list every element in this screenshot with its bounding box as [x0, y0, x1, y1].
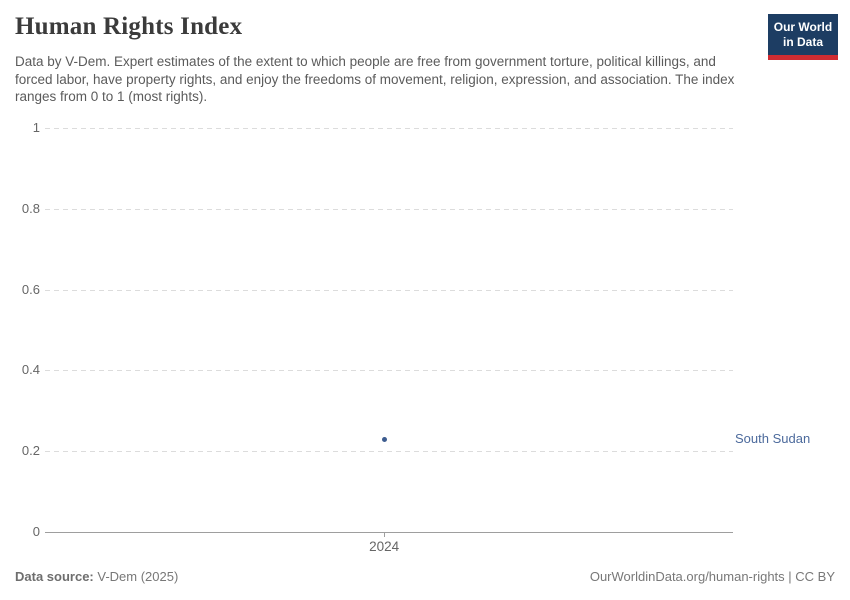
data-point[interactable] — [381, 436, 387, 442]
plot-area: 0 0.2 0.4 0.6 0.8 1 2024 South Sudan — [22, 120, 810, 554]
credit-link[interactable]: OurWorldinData.org/human-rights | CC BY — [589, 569, 835, 584]
y-tick-label: 1 — [32, 120, 40, 135]
owid-logo-line2: in Data — [782, 35, 823, 49]
y-tick-label: 0.8 — [21, 200, 40, 216]
y-gridline — [45, 289, 733, 291]
y-gridline — [45, 451, 733, 453]
y-gridline — [45, 370, 733, 372]
x-tick-label: 2024 — [369, 539, 400, 554]
owid-logo[interactable]: Our World in Data — [768, 14, 838, 60]
data-source-label: Data source: — [15, 569, 94, 584]
y-gridline — [45, 128, 733, 129]
y-tick-label: 0.6 — [21, 281, 40, 297]
y-tick-label: 0.4 — [21, 362, 40, 378]
data-source-value: V-Dem (2025) — [93, 569, 179, 584]
page-title: Human Rights Index — [15, 13, 243, 40]
x-axis-line — [45, 532, 733, 533]
y-gridline — [45, 208, 733, 210]
chart-subtitle: Data by V-Dem. Expert estimates of the e… — [15, 54, 735, 104]
owid-logo-line1: Our World — [773, 20, 833, 34]
series-label[interactable]: South Sudan — [735, 431, 811, 447]
chart-footer: Data source: V-Dem (2025) OurWorldinData… — [15, 569, 835, 584]
y-tick-label: 0 — [32, 524, 40, 539]
data-source-note: Data source: V-Dem (2025) — [15, 569, 178, 584]
x-tick-mark — [384, 532, 386, 537]
y-tick-label: 0.2 — [21, 443, 40, 459]
